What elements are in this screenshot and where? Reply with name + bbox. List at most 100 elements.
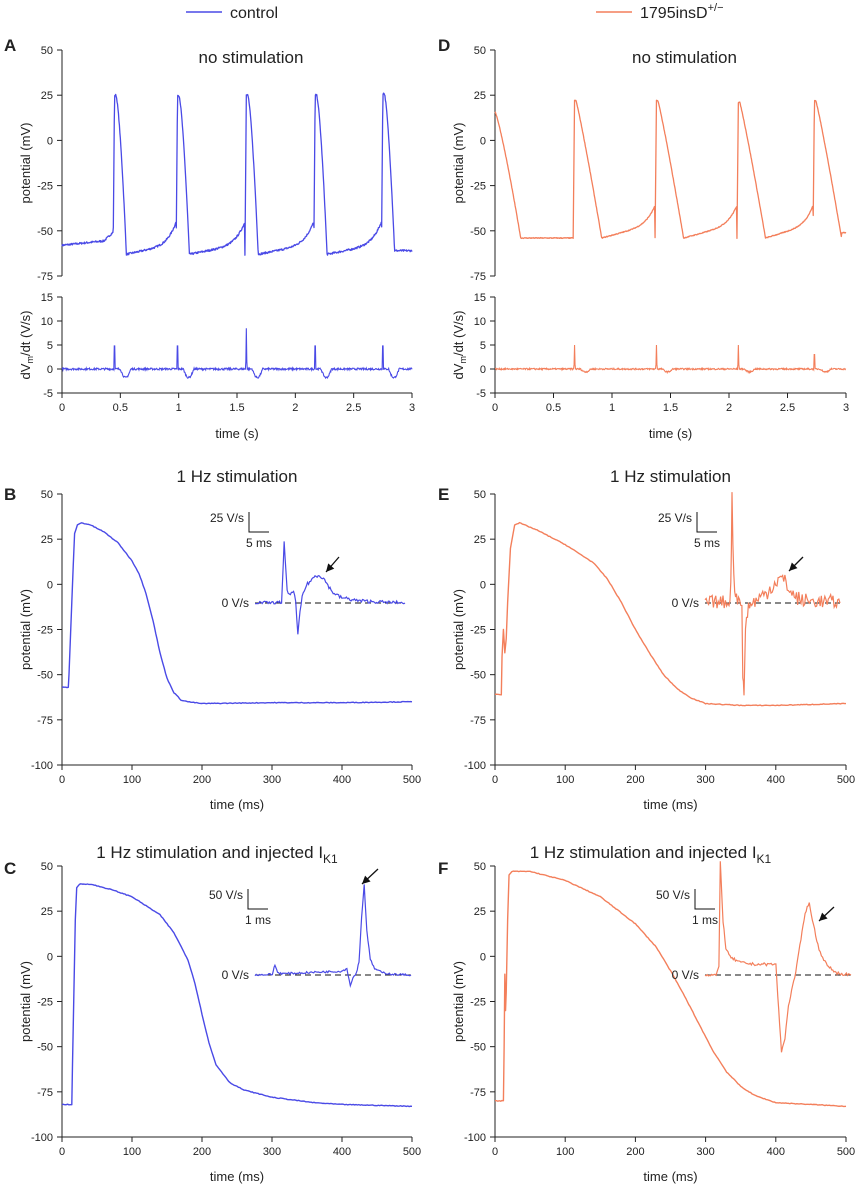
- legend-label-mutant: 1795insD+/−: [640, 2, 724, 22]
- trace-control: [61, 883, 413, 1108]
- x-tick-label: 1: [176, 402, 182, 414]
- arrow-head: [819, 912, 828, 921]
- y-tick-label: -100: [31, 1132, 53, 1144]
- x-tick-label: 0: [492, 402, 498, 414]
- x-axis-label: time (ms): [643, 1169, 697, 1184]
- y-tick-label: 50: [41, 861, 53, 873]
- x-tick-label: 500: [837, 774, 855, 786]
- y-tick-label: 25: [474, 906, 486, 918]
- x-tick-label: 200: [193, 774, 211, 786]
- legend-mutant-name: 1795insD: [640, 5, 708, 22]
- inset-trace-mutant: [704, 861, 852, 1053]
- inset-zero-label: 0 V/s: [222, 968, 249, 982]
- y-tick-label: -100: [31, 760, 53, 772]
- x-tick-label: 200: [626, 1146, 644, 1158]
- y-tick-label: 5: [47, 340, 53, 352]
- x-tick-label: 0: [59, 402, 65, 414]
- y-tick-label: 15: [474, 292, 486, 304]
- y-tick-label: -75: [37, 271, 53, 283]
- y-tick-label: -25: [37, 625, 53, 637]
- x-axis-label: time (ms): [643, 797, 697, 812]
- panel-title: 1 Hz stimulation and injected IK1: [530, 843, 772, 866]
- derivative-trace-control: [61, 328, 413, 380]
- panel-label: E: [438, 485, 449, 504]
- y-tick-label: 0: [47, 951, 53, 963]
- x-tick-label: 0.5: [546, 402, 561, 414]
- y-axis-label: dVm/dt (V/s): [18, 311, 35, 380]
- y-axis-label: potential (mV): [18, 961, 33, 1042]
- y-tick-label: 0: [480, 135, 486, 147]
- panel-C: C 50 25 0 -25 -50 -75 -100 0 100 200 300 400 500 poten…: [4, 843, 421, 1184]
- y-tick-label: 15: [41, 292, 53, 304]
- y-tick-label: 25: [474, 534, 486, 546]
- y-tick-label: -50: [37, 1042, 53, 1054]
- inset-scale-bar: [248, 512, 269, 533]
- inset-zero-label: 0 V/s: [672, 596, 699, 610]
- y-tick-label: -75: [470, 715, 486, 727]
- y-tick-label: 50: [41, 489, 53, 501]
- y-tick-label: 50: [474, 861, 486, 873]
- panel-title: 1 Hz stimulation and injected IK1: [96, 843, 338, 866]
- x-tick-label: 300: [696, 1146, 714, 1158]
- x-tick-label: 200: [193, 1146, 211, 1158]
- y-tick-label: -25: [37, 181, 53, 193]
- y-tick-label: -5: [476, 388, 486, 400]
- x-tick-label: 2.5: [346, 402, 361, 414]
- legend-mutant-sup: +/−: [708, 2, 724, 14]
- legend: control 1795insD+/−: [186, 2, 724, 22]
- y-tick-label: -50: [470, 226, 486, 238]
- y-tick-label: -100: [464, 1132, 486, 1144]
- x-tick-label: 400: [333, 1146, 351, 1158]
- x-axis-label: time (s): [215, 426, 258, 441]
- x-axis-label: time (ms): [210, 1169, 264, 1184]
- inset-scale-bar: [694, 889, 715, 910]
- y-tick-label: -75: [37, 1087, 53, 1099]
- inset-scale-v: 50 V/s: [656, 888, 690, 902]
- inset-scale-v: 25 V/s: [658, 511, 692, 525]
- x-tick-label: 500: [403, 1146, 421, 1158]
- x-tick-label: 300: [263, 1146, 281, 1158]
- x-tick-label: 0: [59, 1146, 65, 1158]
- x-tick-label: 100: [556, 1146, 574, 1158]
- inset-scale-t: 1 ms: [692, 913, 718, 927]
- trace-control: [61, 522, 413, 705]
- arrow-head: [362, 875, 371, 884]
- x-tick-label: 0.5: [113, 402, 128, 414]
- y-tick-label: -100: [464, 760, 486, 772]
- y-tick-label: 25: [41, 90, 53, 102]
- y-tick-label: 25: [41, 906, 53, 918]
- inset-trace-control: [254, 541, 406, 635]
- inset-scale-t: 5 ms: [246, 536, 272, 550]
- panel-label: B: [4, 485, 16, 504]
- x-tick-label: 2.5: [780, 402, 795, 414]
- panel-label: C: [4, 859, 16, 878]
- x-tick-label: 400: [767, 774, 785, 786]
- inset-scale-bar: [247, 889, 268, 910]
- trace-mutant: [494, 870, 847, 1108]
- x-tick-label: 3: [409, 402, 415, 414]
- panel-title: no stimulation: [632, 48, 737, 67]
- inset-trace-mutant: [704, 492, 841, 696]
- x-tick-label: 100: [556, 774, 574, 786]
- panel-label: F: [438, 859, 448, 878]
- x-tick-label: 2: [726, 402, 732, 414]
- y-tick-label: 5: [480, 340, 486, 352]
- y-axis-label: potential (mV): [18, 589, 33, 670]
- inset-trace-control: [254, 884, 412, 988]
- y-tick-label: 25: [474, 90, 486, 102]
- y-tick-label: -75: [470, 1087, 486, 1099]
- y-axis-label: potential (mV): [451, 123, 466, 204]
- arrow-head: [326, 563, 335, 572]
- trace-mutant: [494, 99, 847, 240]
- x-tick-label: 1: [609, 402, 615, 414]
- y-tick-label: -50: [470, 670, 486, 682]
- y-tick-label: 0: [480, 364, 486, 376]
- inset-zero-label: 0 V/s: [222, 596, 249, 610]
- y-tick-label: 0: [47, 579, 53, 591]
- x-axis-label: time (s): [649, 426, 692, 441]
- x-tick-label: 1.5: [663, 402, 678, 414]
- legend-label-control: control: [230, 5, 278, 22]
- panel-title: 1 Hz stimulation: [610, 467, 731, 486]
